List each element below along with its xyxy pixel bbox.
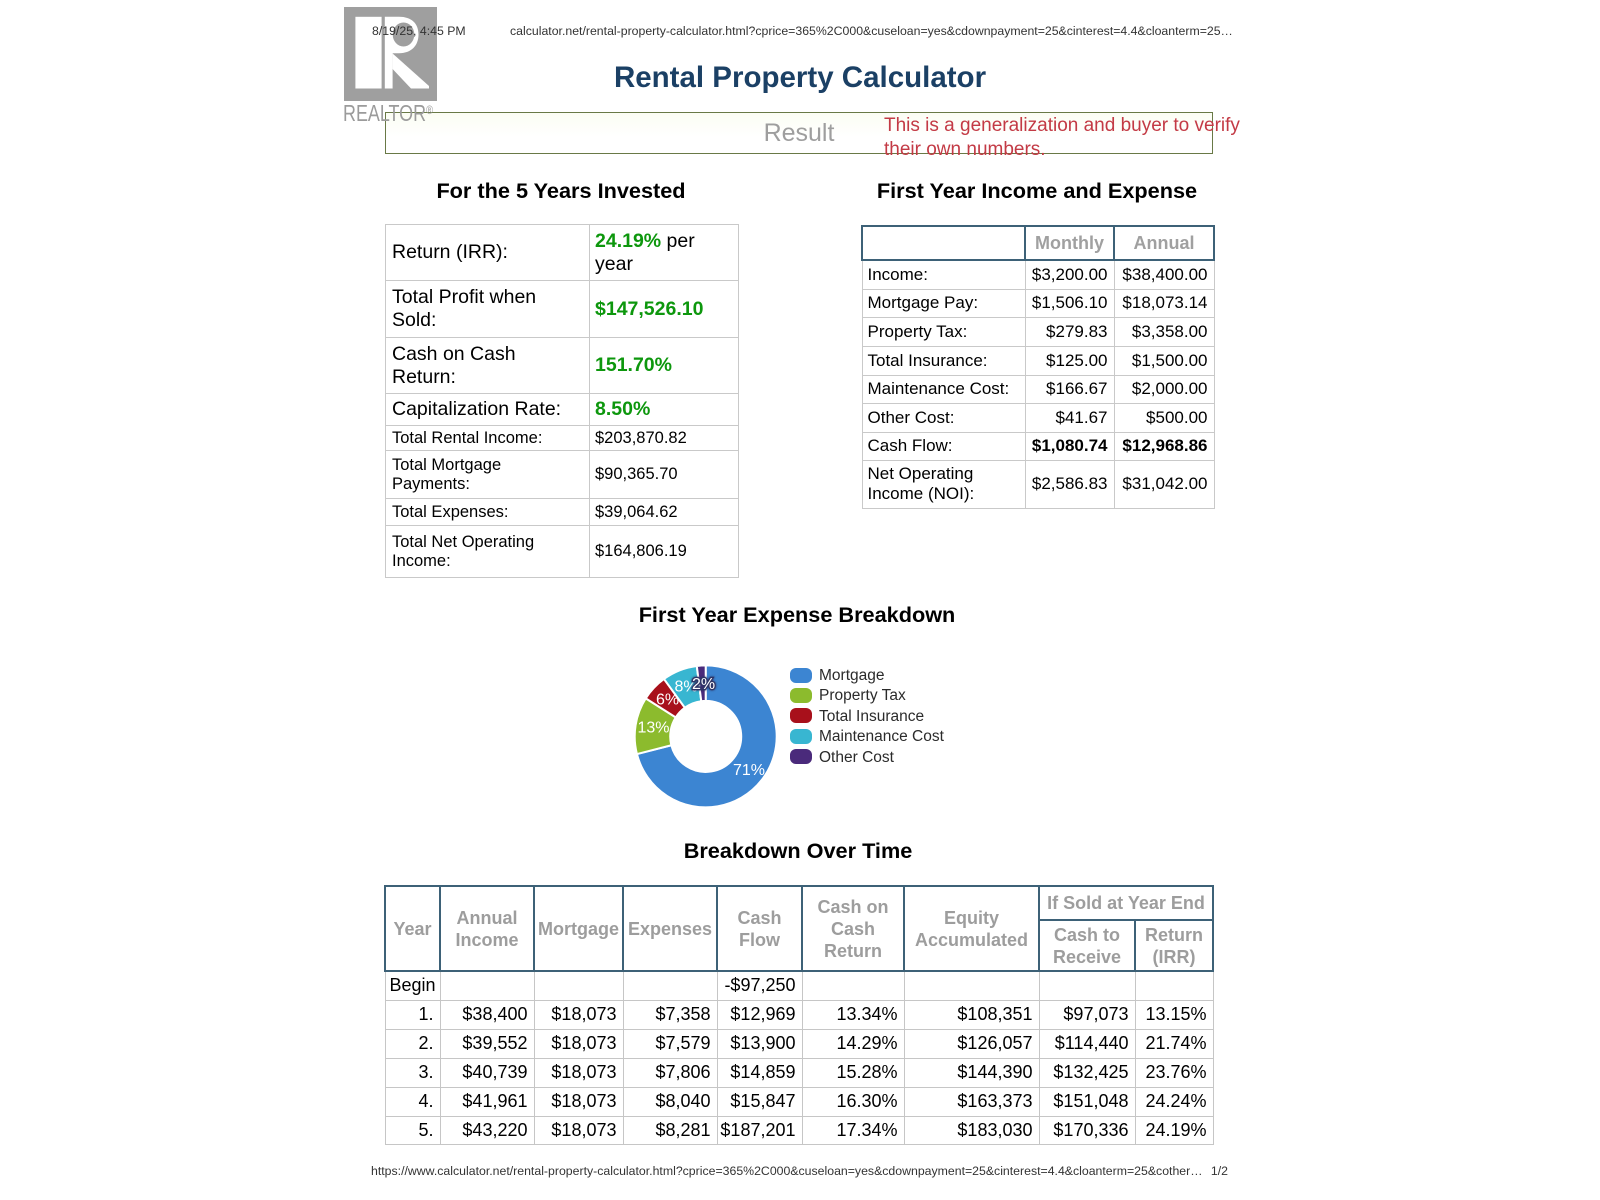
svg-text:6%: 6% [656, 692, 679, 709]
svg-text:13%: 13% [637, 720, 669, 737]
svg-text:71%: 71% [733, 762, 765, 779]
svg-text:8%: 8% [674, 679, 697, 696]
svg-text:2%: 2% [692, 676, 715, 693]
